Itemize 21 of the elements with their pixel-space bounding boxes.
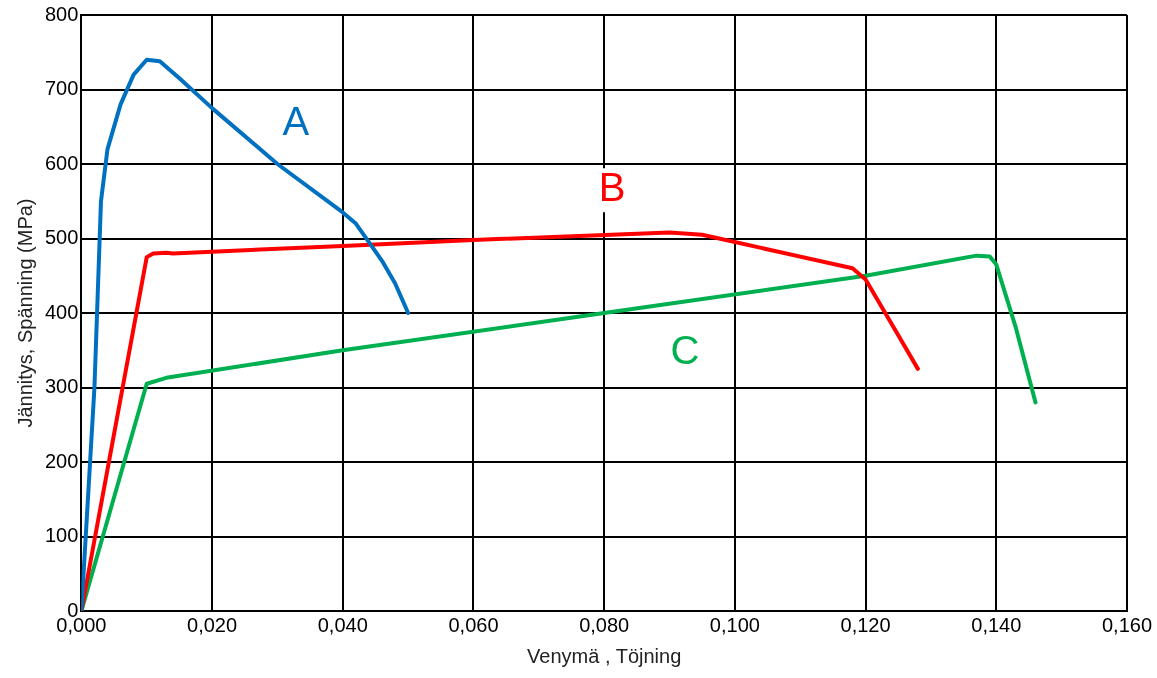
x-tick-label: 0,100: [709, 613, 760, 636]
y-axis-title: Jännitys, Spänning (MPa): [13, 198, 36, 428]
x-axis-title: Venymä , Töjning: [527, 644, 682, 667]
y-tick-label: 200: [44, 449, 79, 472]
x-tick-label: 0,020: [187, 613, 238, 636]
x-tick-label: 0,140: [971, 613, 1022, 636]
x-tick-label: 0,120: [840, 613, 891, 636]
x-tick-label: 0,060: [448, 613, 499, 636]
y-tick-label: 500: [44, 226, 79, 249]
y-tick-label: 800: [44, 2, 79, 25]
series-label: C: [670, 328, 700, 373]
y-tick-label: 600: [44, 151, 79, 174]
x-tick-label: 0,160: [1101, 613, 1153, 636]
y-tick-label: 300: [44, 375, 79, 398]
y-tick-label: 400: [44, 300, 79, 323]
series-label: A: [282, 98, 310, 143]
y-tick-label: 100: [44, 524, 79, 547]
x-tick-label: 0,080: [579, 613, 630, 636]
x-tick-label: 0,040: [317, 613, 368, 636]
series-label: B: [598, 165, 626, 210]
y-tick-label: 700: [44, 77, 79, 100]
